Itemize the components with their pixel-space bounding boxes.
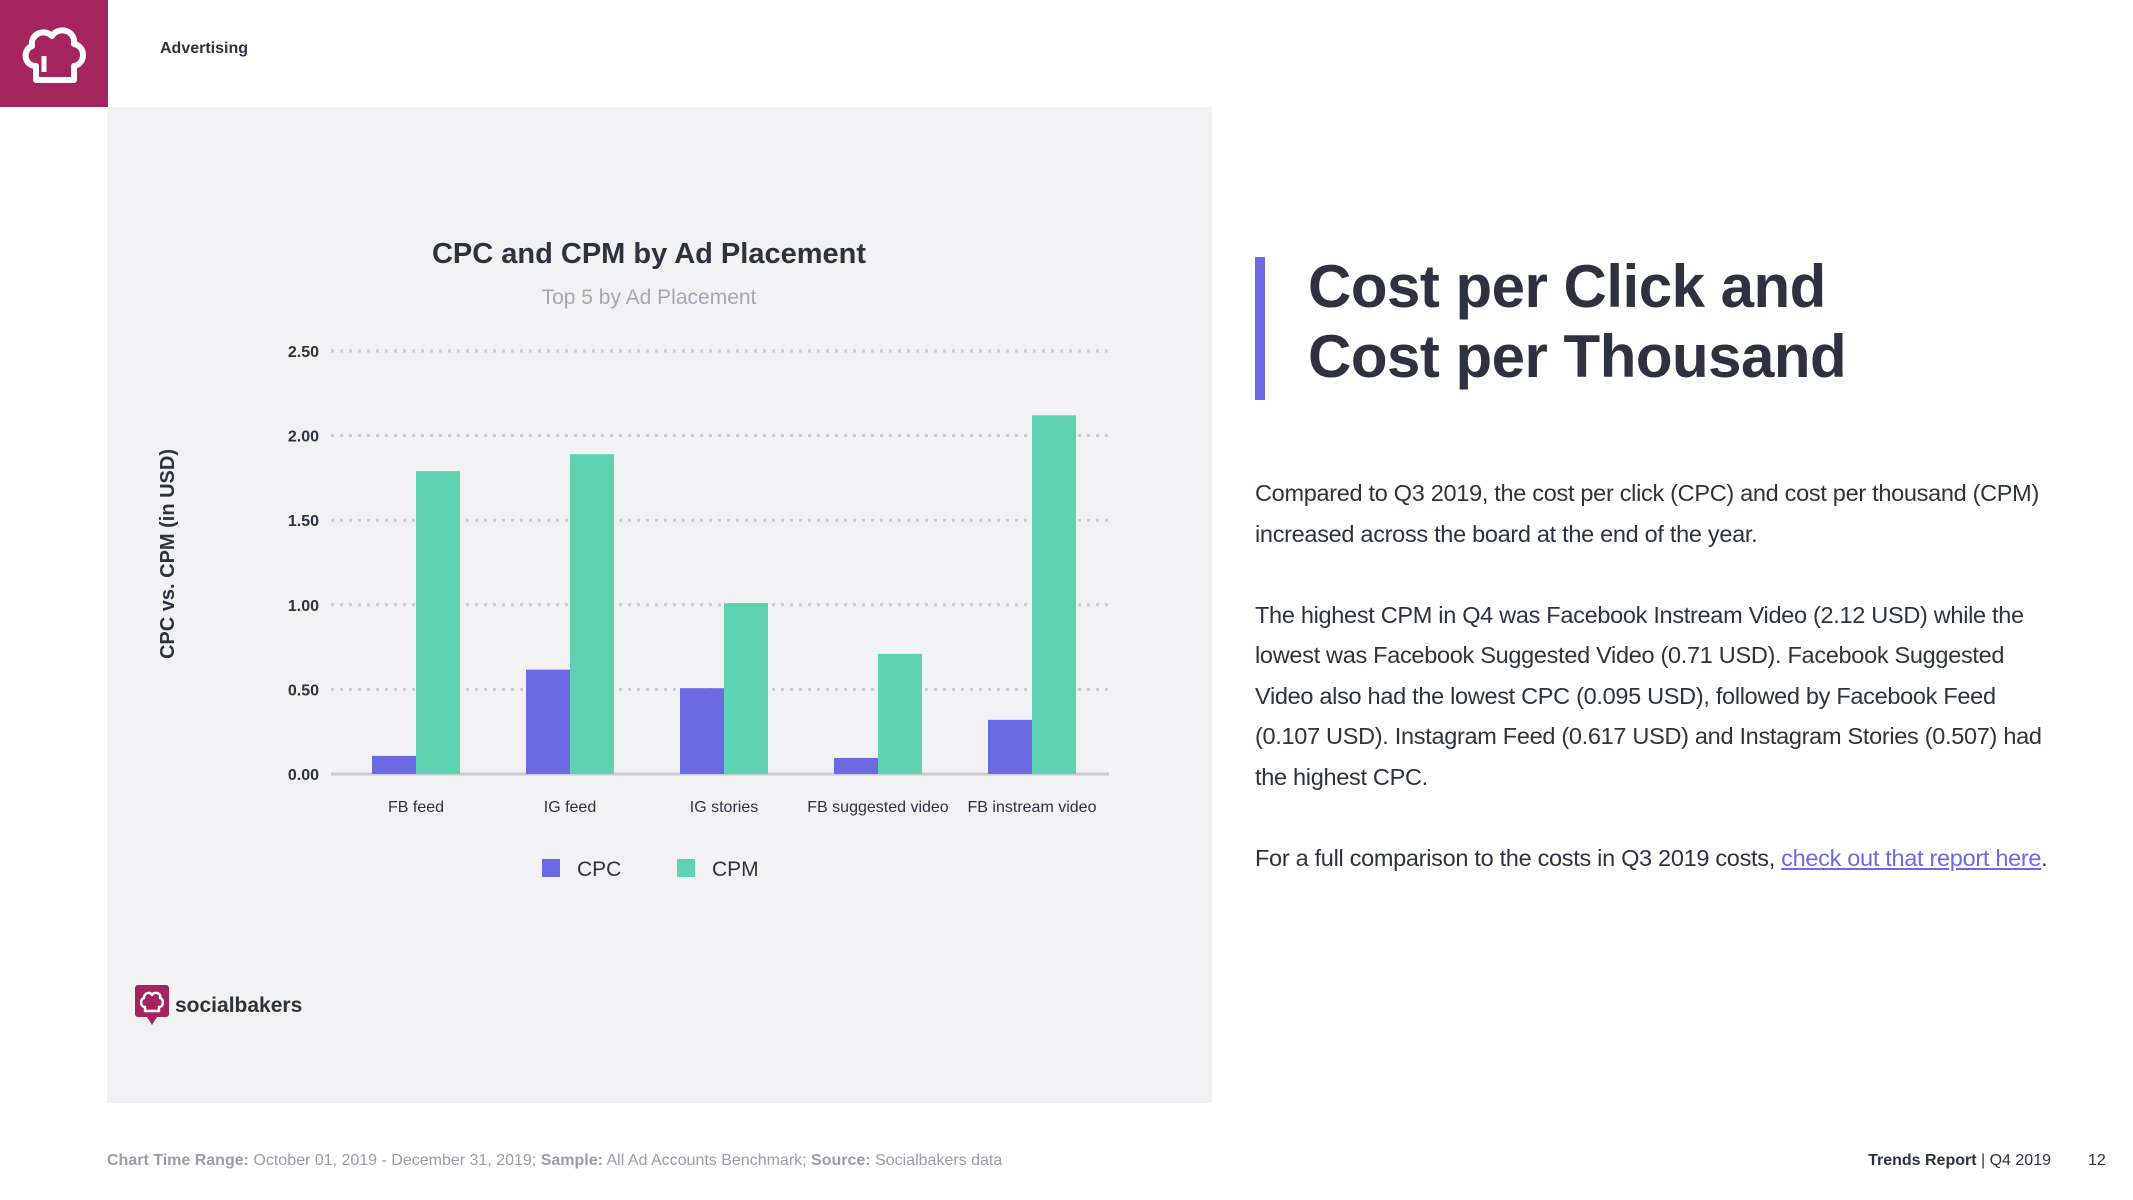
chart-subtitle: Top 5 by Ad Placement [542,286,757,309]
source-value: Socialbakers data [870,1152,1003,1169]
y-axis-label: CPC vs. CPM (in USD) [157,449,179,659]
brand-name: socialbakers [175,994,303,1017]
legend-label-cpm: CPM [712,858,759,881]
brand-footer-logo: socialbakers [135,985,302,1027]
chef-hat-icon [22,27,86,83]
x-tick-label: IG stories [690,799,758,816]
legend-label-cpc: CPC [577,858,621,881]
paragraph-3-text: For a full comparison to the costs in Q3… [1255,844,1782,871]
brand-logo [0,0,108,107]
page-title-line-1: Cost per Click and [1308,253,1826,320]
page-number: 12 [2088,1152,2106,1169]
paragraph-3: For a full comparison to the costs in Q3… [1255,838,2055,879]
x-tick-label: FB suggested video [807,799,949,816]
bar-cpm [1032,415,1076,774]
bar-cpc [988,719,1032,774]
page-title-line-2: Cost per Thousand [1308,323,1847,390]
bar-cpc [526,669,570,774]
bar-cpm [416,471,460,774]
range-label: Chart Time Range: [107,1152,249,1169]
socialbakers-logo-icon [135,985,169,1025]
sample-label: Sample: [540,1152,603,1169]
paragraph-2: The highest CPM in Q4 was Facebook Instr… [1255,601,2042,790]
sample-value: All Ad Accounts Benchmark; [602,1152,812,1169]
y-tick-label: 2.00 [288,429,319,446]
y-tick-label: 2.50 [288,344,319,361]
report-name: Trends Report [1868,1152,1977,1169]
x-tick-label: FB instream video [968,799,1097,816]
x-tick-label: FB feed [388,799,444,816]
paragraph-3-end: . [2041,844,2048,871]
bar-cpc [834,757,878,774]
bar-cpm [724,603,768,774]
range-value: October 01, 2019 - December 31, 2019; [248,1152,541,1169]
chart-source-note: Chart Time Range: October 01, 2019 - Dec… [107,1152,1002,1170]
y-tick-label: 0.00 [288,767,319,784]
bar-cpc [680,688,724,774]
report-info: Trends Report | Q4 2019 [1868,1152,2051,1170]
y-tick-label: 1.00 [288,598,319,615]
page-title: Cost per Click and Cost per Thousand [1308,252,1847,392]
article-body: Compared to Q3 2019, the cost per click … [1255,473,2055,919]
x-tick-label: IG feed [544,799,596,816]
section-title: Advertising [160,40,249,57]
report-period: | Q4 2019 [1976,1152,2051,1169]
bar-chart: CPC and CPM by Ad Placement Top 5 by Ad … [157,238,1109,881]
paragraph-1: Compared to Q3 2019, the cost per click … [1255,480,2039,547]
report-link[interactable]: check out that report here [1781,844,2042,871]
bar-cpm [570,454,614,774]
heading-accent-bar [1255,257,1265,400]
source-label: Source: [811,1152,871,1169]
y-tick-label: 0.50 [288,682,319,699]
bar-cpm [878,653,922,774]
y-tick-label: 1.50 [288,513,319,530]
chart-title: CPC and CPM by Ad Placement [432,238,866,270]
legend-swatch-cpc [542,859,560,877]
legend-swatch-cpm [677,859,695,877]
bar-cpc [372,755,416,774]
chart-panel: CPC and CPM by Ad Placement Top 5 by Ad … [107,107,1212,1103]
